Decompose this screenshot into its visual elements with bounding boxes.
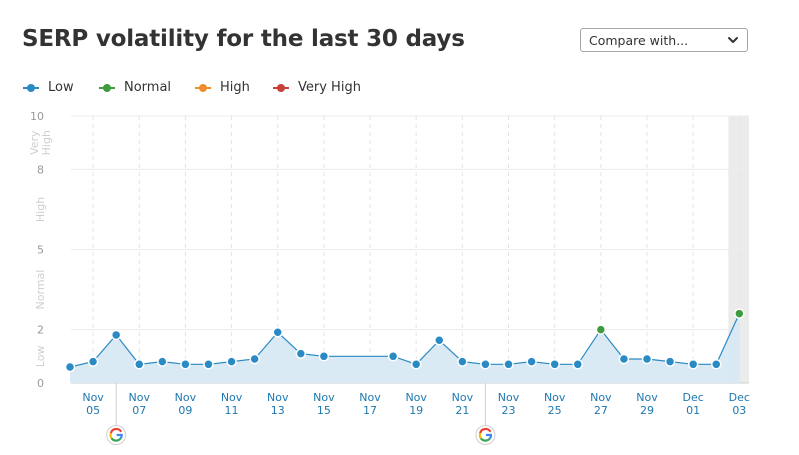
data-point[interactable] [687, 359, 699, 370]
y-tick-label: 0 [37, 377, 44, 390]
band-label-text: Normal [34, 270, 47, 310]
band-label: Normal [34, 270, 47, 310]
x-tick-label: 07 [132, 404, 146, 417]
compare-with-dropdown[interactable]: Compare with... [580, 28, 748, 52]
data-point[interactable] [618, 353, 630, 365]
google-icon-yellow [109, 432, 113, 439]
x-tick-label: 17 [363, 404, 377, 417]
chevron-down-icon [728, 37, 738, 43]
data-point[interactable] [272, 327, 283, 338]
x-tick-label: Nov [313, 391, 335, 404]
data-point[interactable] [549, 359, 560, 370]
data-point[interactable] [526, 356, 537, 367]
data-point[interactable] [457, 356, 468, 367]
data-point[interactable] [64, 361, 76, 373]
data-point[interactable] [180, 359, 191, 370]
x-tick-label: Nov [221, 391, 243, 404]
x-tick-label: Nov [544, 391, 566, 404]
compare-with-label: Compare with... [589, 33, 689, 48]
data-point[interactable] [664, 356, 676, 367]
band-label-text: High [40, 130, 53, 155]
data-point[interactable] [434, 335, 445, 346]
data-point[interactable] [734, 308, 745, 319]
y-tick-label: 10 [30, 110, 44, 123]
x-tick-label: 19 [409, 404, 423, 417]
google-icon-green [110, 437, 122, 442]
series-area [70, 313, 740, 383]
band-label-text: Low [34, 345, 47, 367]
data-point[interactable] [595, 324, 607, 335]
band-label: High [34, 197, 47, 222]
google-icon-blue [485, 433, 493, 440]
x-tick-label: Nov [267, 391, 289, 404]
legend-marker-icon [195, 84, 211, 92]
data-point[interactable] [203, 359, 214, 370]
data-point[interactable] [572, 359, 584, 370]
data-point[interactable] [295, 348, 307, 359]
google-icon-red [479, 427, 492, 434]
legend-marker-icon [23, 84, 39, 92]
x-tick-label: 09 [178, 404, 192, 417]
legend-label: High [220, 80, 250, 95]
x-tick-label: Dec [683, 391, 704, 404]
x-tick-label: Nov [498, 391, 520, 404]
google-icon-yellow [478, 432, 482, 439]
y-tick-label: 8 [37, 163, 44, 176]
x-tick-label: 23 [502, 404, 516, 417]
legend-label: Normal [124, 80, 172, 95]
google-icon[interactable] [106, 425, 127, 445]
legend-marker-icon [99, 84, 115, 92]
x-tick-label: Nov [359, 391, 381, 404]
x-tick-label: 15 [317, 404, 331, 417]
x-tick-label: Nov [82, 391, 104, 404]
x-tick-label: 27 [594, 404, 608, 417]
data-point[interactable] [710, 359, 722, 370]
data-point[interactable] [249, 353, 260, 365]
x-tick-label: Nov [175, 391, 197, 404]
x-tick-label: 11 [225, 404, 239, 417]
x-tick-label: Nov [590, 391, 612, 404]
data-point[interactable] [157, 356, 168, 367]
google-icon-red [109, 427, 123, 434]
series-line [69, 313, 740, 368]
x-tick-label: 03 [732, 404, 746, 417]
data-point[interactable] [226, 356, 237, 367]
x-tick-label: 01 [686, 404, 700, 417]
band-label: Very High [28, 130, 53, 155]
page-title: SERP volatility for the last 30 days [22, 26, 465, 52]
data-point[interactable] [133, 359, 145, 370]
google-icon-blue [116, 433, 123, 440]
x-tick-label: Nov [129, 391, 151, 404]
legend-label: Very High [298, 80, 361, 95]
legend-marker-icon [273, 84, 289, 92]
band-label-text: High [34, 197, 47, 222]
x-tick-label: Nov [405, 391, 427, 404]
google-icon-green [479, 437, 491, 442]
x-tick-label: 25 [548, 404, 562, 417]
y-tick-label: 5 [37, 244, 44, 257]
google-icon[interactable] [475, 425, 496, 445]
x-tick-label: Nov [452, 391, 474, 404]
data-point[interactable] [387, 351, 399, 362]
data-point[interactable] [87, 356, 99, 367]
band-label-text: Very [28, 130, 41, 155]
x-tick-label: 05 [86, 404, 100, 417]
x-tick-label: Nov [636, 391, 658, 404]
data-point[interactable] [480, 359, 491, 370]
x-tick-label: Dec [729, 391, 750, 404]
x-tick-label: 13 [271, 404, 285, 417]
data-point[interactable] [318, 351, 330, 362]
band-label: Low [34, 345, 47, 367]
y-tick-label: 2 [37, 324, 44, 337]
data-point[interactable] [641, 353, 653, 365]
data-point[interactable] [410, 359, 422, 370]
data-point[interactable] [110, 329, 122, 341]
x-tick-label: 29 [640, 404, 654, 417]
legend-label: Low [48, 80, 74, 95]
data-point[interactable] [503, 359, 514, 370]
x-tick-label: 21 [455, 404, 469, 417]
